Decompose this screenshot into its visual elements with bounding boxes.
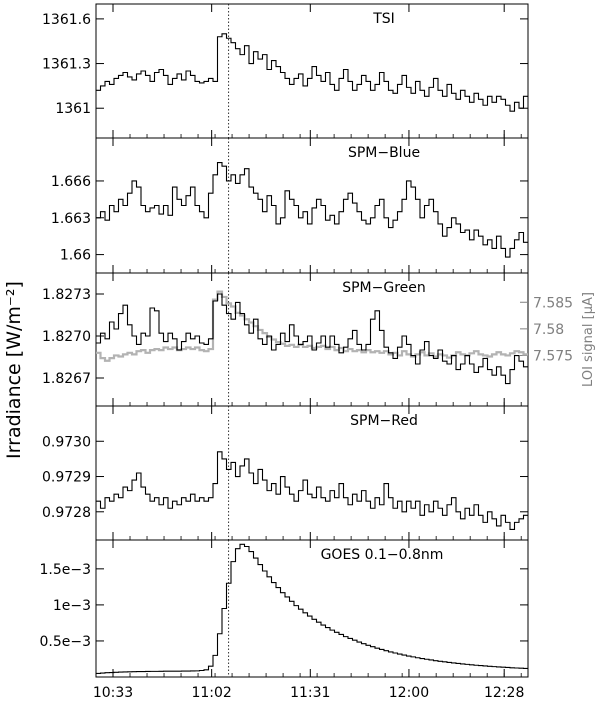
y-tick-label: 1.663 (51, 211, 91, 227)
y-tick-label: 1.66 (60, 248, 91, 264)
y-axis-label: Irradiance [W/m⁻²] (3, 281, 25, 459)
x-tick-label: 12:00 (389, 685, 429, 701)
x-tick-label: 11:02 (191, 685, 231, 701)
right-y-tick-label: 7.58 (533, 322, 564, 338)
y-tick-label: 0.9730 (42, 434, 91, 450)
y-tick-label: 1.666 (51, 174, 91, 190)
y-tick-label: 1361.3 (42, 57, 91, 73)
right-y-tick-label: 7.585 (533, 295, 573, 311)
y-tick-label: 0.5e−3 (39, 634, 91, 650)
panel-title: TSI (372, 11, 395, 27)
y-tick-label: 1.8267 (42, 371, 91, 387)
panel-title: SPM−Blue (348, 145, 420, 161)
y-tick-label: 0.9728 (42, 505, 91, 521)
panel-title: SPM−Green (342, 280, 426, 296)
y-tick-label: 1e−3 (53, 598, 91, 614)
panel-title: SPM−Red (350, 413, 418, 429)
series-line (96, 293, 528, 385)
y-tick-label: 1.8270 (42, 329, 91, 345)
right-axis-label: LOI signal [μA] (581, 292, 596, 387)
right-y-tick-label: 7.575 (533, 348, 573, 364)
panel-frame (95, 405, 529, 541)
panel-frame (95, 539, 529, 678)
x-tick-label: 12:28 (484, 685, 524, 701)
series-line (96, 543, 528, 674)
y-tick-label: 1361 (55, 101, 91, 117)
y-tick-label: 0.9729 (42, 470, 91, 486)
y-tick-label: 1.8273 (42, 287, 91, 303)
series-line (96, 451, 528, 530)
series-line (96, 162, 528, 258)
panel-title: GOES 0.1−0.8nm (321, 547, 444, 563)
x-tick-label: 10:33 (93, 685, 133, 701)
y-tick-label: 1.5e−3 (39, 562, 91, 578)
y-tick-label: 1361.6 (42, 12, 91, 28)
panel-frame (95, 137, 529, 274)
x-tick-label: 11:31 (290, 685, 330, 701)
series-line (96, 33, 528, 112)
